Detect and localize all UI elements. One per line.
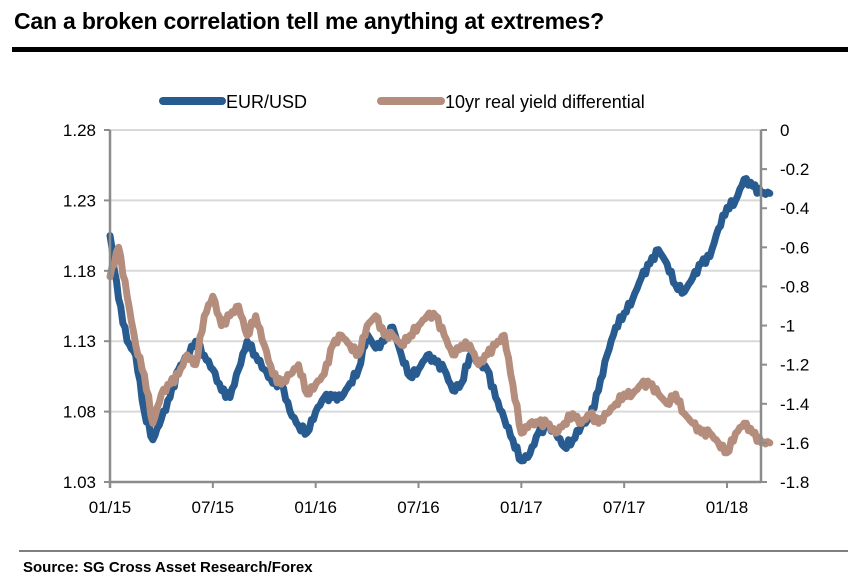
gridlines: [110, 129, 761, 413]
source-divider: [19, 550, 848, 552]
x-axis-tick-label: 01/18: [706, 498, 749, 517]
legend-label-yield: 10yr real yield differential: [445, 92, 645, 112]
right-axis-tick-label: -1.2: [780, 356, 809, 375]
x-axis-tick-label: 07/17: [603, 498, 646, 517]
x-axis-tick-label: 07/15: [192, 498, 235, 517]
series-layer: [106, 175, 774, 465]
right-axis-tick-label: -1.6: [780, 434, 809, 453]
right-axis-tick-label: -0.4: [780, 199, 809, 218]
legend: EUR/USD 10yr real yield differential: [159, 92, 645, 112]
left-axis-tick-label: 1.08: [63, 403, 96, 422]
left-axis-tick-label: 1.13: [63, 332, 96, 351]
left-axis-tick-label: 1.18: [63, 262, 96, 281]
left-axis-tick-label: 1.03: [63, 473, 96, 492]
right-axis-tick-label: -1.8: [780, 473, 809, 492]
right-axis-tick-label: -0.6: [780, 238, 809, 257]
right-axis-tick-label: -0.8: [780, 277, 809, 296]
right-axis-tick-labels: 0 -0.2 -0.4 -0.6 -0.8 -1 -1.2 -1.4 -1.6 -1.8: [780, 121, 809, 492]
x-axis-tick-label: 01/16: [294, 498, 337, 517]
right-axis-tick-label: -1.4: [780, 395, 809, 414]
left-axis-tick-label: 1.23: [63, 191, 96, 210]
x-axis-tick-label: 01/17: [500, 498, 543, 517]
series-line-yield-differential: [106, 243, 774, 457]
left-axis-tick-labels: 1.28 1.23 1.18 1.13 1.08 1.03: [63, 121, 96, 492]
x-axis-tick-labels: 01/15 07/15 01/16 07/16 01/17 07/17 01/18: [89, 498, 749, 517]
source-note: Source: SG Cross Asset Research/Forex: [23, 559, 313, 576]
right-axis-tick-label: -1: [780, 317, 795, 336]
axes: [104, 129, 767, 488]
right-axis-tick-label: 0: [780, 121, 789, 140]
legend-label-eurusd: EUR/USD: [226, 92, 307, 112]
x-axis-tick-label: 01/15: [89, 498, 132, 517]
chart-title: Can a broken correlation tell me anythin…: [14, 8, 604, 34]
x-axis-tick-label: 07/16: [397, 498, 440, 517]
title-divider: [12, 47, 848, 52]
right-axis-tick-label: -0.2: [780, 160, 809, 179]
left-axis-tick-label: 1.28: [63, 121, 96, 140]
series-line-eurusd: [106, 175, 774, 465]
